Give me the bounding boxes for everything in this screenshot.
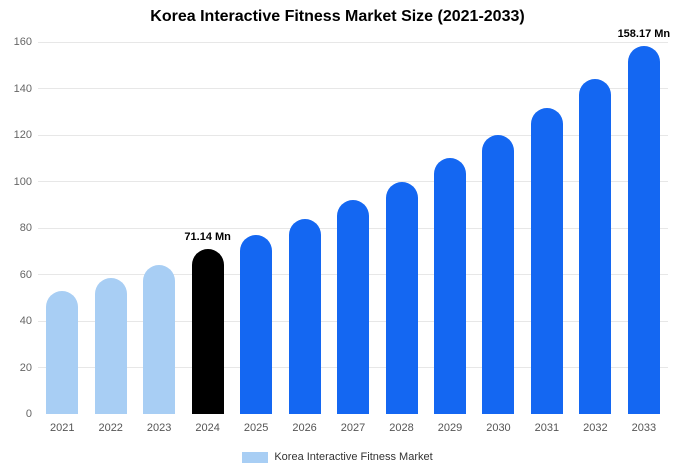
y-axis-tick-label: 0	[25, 408, 32, 420]
gridline	[38, 181, 668, 182]
bar-slot-2028: 2028	[377, 42, 425, 434]
value-label-2024: 71.14 Mn	[184, 230, 231, 243]
y-axis-tick-label: 100	[13, 175, 32, 188]
y-axis-tick-label: 40	[19, 315, 32, 327]
bar-2026[interactable]	[288, 218, 321, 414]
value-label-2033: 158.17 Mn	[617, 28, 671, 41]
bar-2031[interactable]	[530, 108, 563, 414]
legend-swatch	[242, 451, 269, 463]
gridline	[38, 88, 668, 89]
y-axis-tick-label: 80	[19, 222, 32, 234]
bar-slot-2031: 2031	[523, 42, 571, 434]
x-axis-label-2032: 2032	[583, 422, 608, 434]
y-axis-tick-label: 20	[19, 361, 32, 374]
bar-2032[interactable]	[579, 79, 612, 414]
legend-label: Korea Interactive Fitness Market	[274, 451, 433, 463]
y-axis-tick-label: 140	[13, 82, 32, 95]
bar-slot-2021: 2021	[38, 42, 86, 434]
bar-2023[interactable]	[143, 265, 176, 414]
bar-slot-2022: 2022	[86, 42, 134, 434]
x-axis-label-2025: 2025	[243, 422, 269, 434]
x-axis-label-2031: 2031	[534, 422, 560, 434]
gridline	[38, 134, 668, 136]
legend-item[interactable]: Korea Interactive Fitness Market	[0, 451, 675, 463]
x-axis-label-2033: 2033	[631, 422, 657, 434]
y-axis-tick-label: 120	[13, 129, 32, 141]
plot-area: 0 20 40 60 80 100 120 140 160 2021 2022 2023 71.14 M…	[14, 28, 671, 434]
x-axis-label-2024: 2024	[195, 422, 220, 434]
bars-row: 2021 2022 2023 71.14 Mn 2024 2025 2026 2027 2028…	[38, 28, 671, 434]
x-axis-label-2027: 2027	[340, 422, 366, 434]
y-axis-tick-label: 160	[13, 36, 32, 48]
bar-slot-2032: 2032	[571, 42, 619, 434]
bar-slot-2027: 2027	[329, 42, 377, 434]
bar-slot-2025: 2025	[232, 42, 280, 434]
bar-2022[interactable]	[94, 278, 127, 414]
bar-2029[interactable]	[433, 158, 466, 414]
bar-slot-2023: 2023	[135, 42, 183, 434]
x-axis-label-2030: 2030	[486, 422, 511, 434]
x-axis-label-2028: 2028	[389, 422, 414, 434]
bar-slot-2026: 2026	[280, 42, 328, 434]
y-axis-tick-label: 60	[19, 268, 32, 281]
bar-slot-2030: 2030	[474, 42, 522, 434]
bar-2030[interactable]	[482, 135, 515, 414]
bar-2024[interactable]	[191, 248, 224, 414]
bar-slot-2029: 2029	[426, 42, 474, 434]
bar-slot-2033: 158.17 Mn 2033	[618, 28, 671, 434]
chart-title: Korea Interactive Fitness Market Size (2…	[150, 8, 525, 25]
bar-slot-2024: 71.14 Mn 2024	[183, 42, 231, 434]
bar-2033[interactable]	[627, 46, 660, 414]
x-axis-label-2023: 2023	[146, 422, 172, 434]
bar-2027[interactable]	[337, 200, 370, 414]
x-axis-label-2022: 2022	[98, 422, 123, 434]
x-axis-label-2029: 2029	[437, 422, 463, 434]
bar-2021[interactable]	[46, 290, 79, 414]
x-axis-label-2021: 2021	[49, 422, 75, 434]
x-axis-label-2026: 2026	[292, 422, 317, 434]
bar-2028[interactable]	[385, 181, 418, 414]
gridline	[38, 41, 668, 43]
bar-2025[interactable]	[240, 234, 273, 414]
